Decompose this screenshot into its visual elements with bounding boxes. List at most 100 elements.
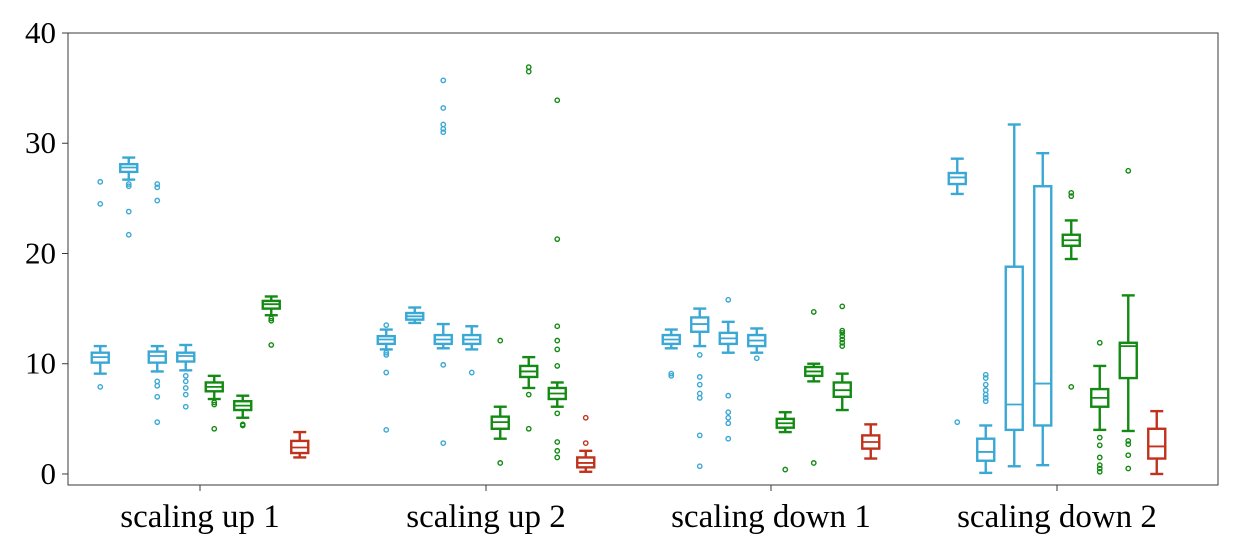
box-outlier [725, 414, 732, 421]
box-outlier [982, 381, 989, 388]
box-outlier [1096, 442, 1103, 449]
box-group [661, 296, 881, 473]
box-outlier [1125, 167, 1132, 174]
box-outlier [383, 322, 390, 329]
box-outlier [154, 184, 161, 191]
y-tick-label: 10 [25, 346, 56, 381]
box-iqr [947, 171, 967, 186]
box-outlier [440, 77, 447, 84]
y-tick-label: 40 [25, 15, 56, 50]
box-iqr [147, 350, 167, 364]
box-outlier [725, 435, 732, 442]
box-group [376, 64, 596, 473]
box-outlier [1068, 383, 1075, 390]
box-iqr [976, 437, 996, 462]
box-outlier [268, 315, 275, 322]
box-group [947, 123, 1167, 476]
box-outlier [582, 414, 589, 421]
box-outlier [554, 236, 561, 243]
box-outlier [810, 309, 817, 315]
box-group [90, 156, 310, 459]
box-outlier [554, 454, 561, 461]
box-outlier [211, 425, 218, 432]
box-outlier [810, 460, 817, 466]
box-outlier [696, 390, 703, 397]
box-outlier [696, 463, 703, 470]
box-outlier [1096, 462, 1103, 469]
box-outlier [154, 378, 161, 385]
box-green [1090, 339, 1110, 475]
box-green [233, 394, 253, 429]
box-outlier [525, 425, 532, 432]
box-outlier [182, 372, 189, 379]
box-outlier [696, 432, 703, 439]
box-blue [462, 325, 482, 376]
box-red [1147, 409, 1167, 476]
box-blue [690, 307, 710, 470]
box-green [490, 337, 510, 466]
box-blue [1033, 151, 1053, 467]
box-outlier [97, 200, 104, 207]
box-outlier [668, 372, 675, 379]
box-series [90, 64, 1167, 476]
box-outlier [440, 361, 447, 368]
box-outlier [497, 337, 504, 344]
box-outlier [839, 333, 846, 340]
box-outlier [440, 440, 447, 447]
box-outlier [497, 460, 504, 466]
box-blue [1004, 123, 1024, 468]
box-outlier [554, 97, 561, 104]
box-outlier [1096, 465, 1103, 472]
box-blue [119, 156, 139, 238]
box-blue [405, 306, 425, 325]
box-outlier [154, 181, 161, 187]
box-red [861, 423, 881, 460]
x-tick-label: scaling down 1 [671, 499, 871, 535]
box-outlier [383, 349, 390, 356]
box-outlier [982, 371, 989, 378]
box-outlier [982, 395, 989, 401]
box-iqr [1147, 427, 1167, 460]
box-outlier [1125, 452, 1132, 459]
box-blue [176, 343, 196, 410]
box-outlier [1096, 339, 1103, 346]
x-tick-label: scaling up 2 [406, 499, 565, 535]
box-blue [147, 181, 167, 426]
box-iqr [176, 351, 196, 363]
box-outlier [696, 374, 703, 380]
box-outlier [554, 447, 561, 454]
box-outlier [1096, 434, 1103, 441]
y-axis: 0 10 20 30 40 [25, 15, 68, 491]
x-tick-label: scaling up 1 [120, 499, 279, 535]
box-green [547, 97, 567, 461]
box-outlier [696, 352, 703, 358]
box-outlier [839, 336, 846, 343]
box-outlier [782, 466, 789, 473]
box-outlier [982, 387, 989, 394]
box-iqr [1118, 341, 1138, 380]
box-outlier [182, 403, 189, 410]
plot-frame [67, 32, 1219, 486]
box-outlier [182, 378, 189, 385]
box-outlier [554, 323, 561, 330]
box-green [204, 374, 224, 432]
box-outlier [1096, 454, 1103, 461]
box-blue [376, 322, 396, 433]
box-outlier [554, 337, 561, 344]
box-outlier [1068, 189, 1075, 196]
box-outlier [268, 342, 275, 348]
box-iqr [1033, 185, 1053, 427]
box-outlier [239, 421, 246, 428]
box-outlier [554, 346, 561, 353]
box-outlier [97, 383, 104, 390]
box-outlier [839, 343, 846, 349]
box-outlier [839, 339, 846, 346]
box-green [519, 64, 539, 432]
box-outlier [839, 329, 846, 336]
box-outlier [1096, 468, 1103, 475]
box-outlier [211, 399, 218, 406]
x-tick-label: scaling down 2 [957, 499, 1157, 535]
box-outlier [125, 208, 132, 215]
box-red [576, 414, 596, 473]
y-tick-label: 0 [41, 456, 57, 491]
